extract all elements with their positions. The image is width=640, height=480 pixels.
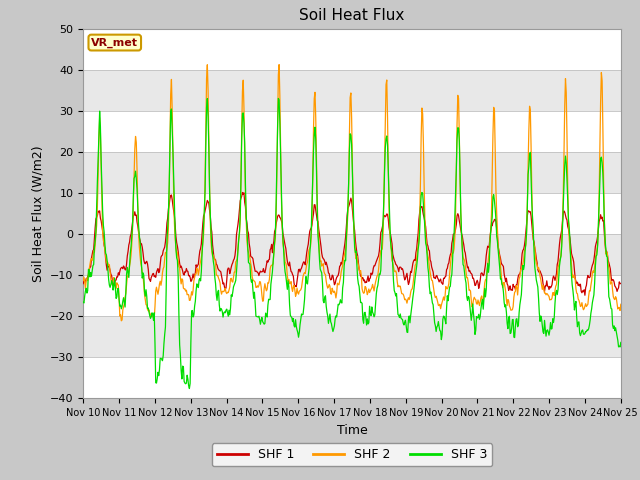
SHF 2 — [89, 254, 97, 260]
SHF 1 — [239, 190, 246, 195]
Line: SHF 3: SHF 3 — [83, 98, 621, 388]
SHF 3 — [228, 294, 236, 300]
SHF 3 — [435, 319, 442, 324]
SHF 2 — [275, 62, 283, 68]
Bar — [83, 275, 621, 316]
Bar — [83, 316, 621, 357]
SHF 3 — [89, 263, 97, 269]
Line: SHF 1: SHF 1 — [83, 192, 621, 295]
SHF 2 — [617, 301, 625, 307]
SHF 3 — [200, 222, 207, 228]
SHF 3 — [186, 385, 193, 391]
Bar — [83, 357, 621, 398]
Bar — [83, 29, 621, 70]
SHF 1 — [199, 221, 207, 227]
Y-axis label: Soil Heat Flux (W/m2): Soil Heat Flux (W/m2) — [31, 145, 44, 282]
SHF 3 — [617, 339, 625, 345]
SHF 3 — [275, 96, 282, 101]
Bar — [83, 152, 621, 193]
SHF 2 — [79, 278, 87, 284]
SHF 3 — [145, 305, 152, 311]
SHF 2 — [228, 278, 236, 284]
SHF 1 — [581, 292, 589, 298]
SHF 1 — [434, 275, 442, 281]
Bar — [83, 70, 621, 111]
SHF 1 — [418, 204, 426, 209]
Bar — [83, 234, 621, 275]
Line: SHF 2: SHF 2 — [83, 65, 621, 321]
SHF 2 — [145, 307, 153, 313]
SHF 1 — [145, 266, 152, 272]
SHF 2 — [419, 111, 426, 117]
Bar — [83, 111, 621, 152]
Title: Soil Heat Flux: Soil Heat Flux — [300, 9, 404, 24]
SHF 1 — [617, 281, 625, 287]
SHF 1 — [227, 264, 235, 270]
SHF 2 — [200, 232, 207, 238]
SHF 1 — [79, 281, 87, 287]
SHF 2 — [118, 318, 125, 324]
SHF 3 — [419, 191, 426, 196]
Bar — [83, 193, 621, 234]
Legend: SHF 1, SHF 2, SHF 3: SHF 1, SHF 2, SHF 3 — [212, 443, 492, 466]
SHF 2 — [435, 302, 442, 308]
X-axis label: Time: Time — [337, 424, 367, 437]
SHF 3 — [79, 300, 87, 305]
Text: VR_met: VR_met — [92, 37, 138, 48]
SHF 1 — [89, 248, 97, 253]
